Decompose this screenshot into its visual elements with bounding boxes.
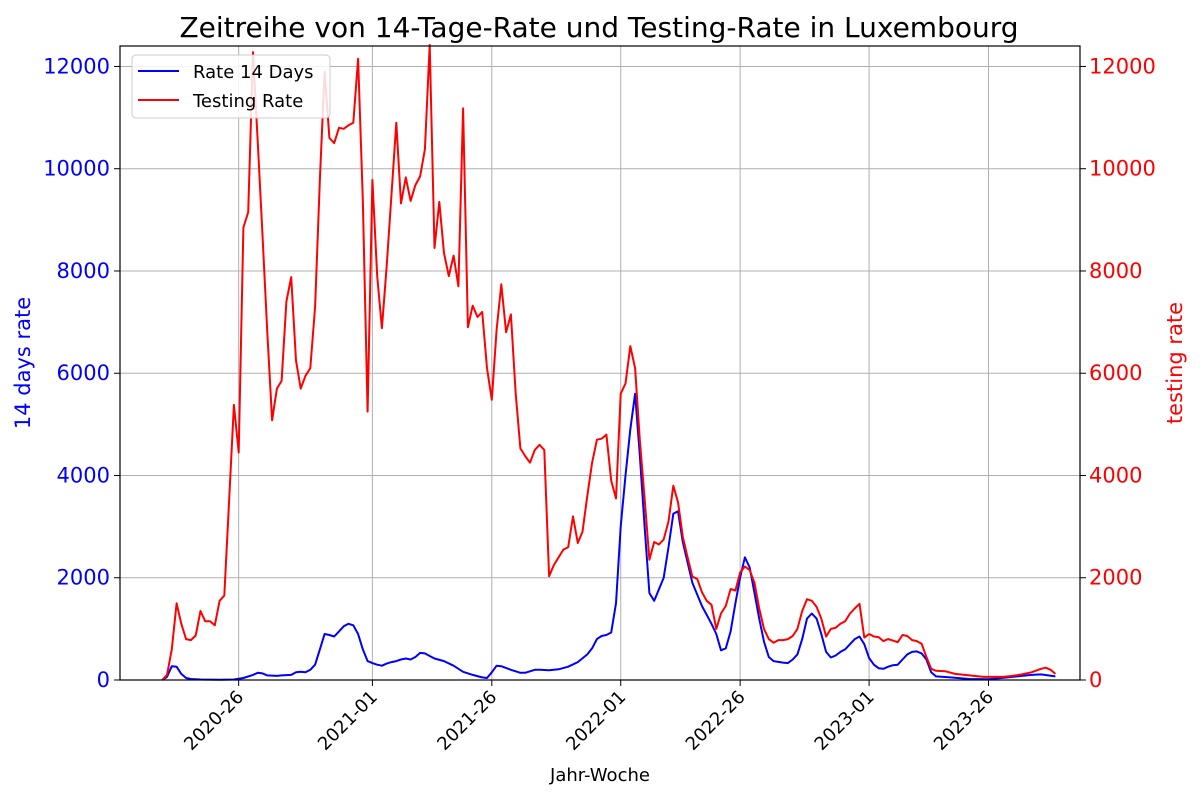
series-line-testing-rate [161, 44, 1057, 681]
right-y-axis-label: testing rate [1163, 302, 1187, 424]
grid-lines [120, 46, 1080, 681]
right-tick-label: 2000 [1089, 566, 1142, 590]
right-tick-label: 10000 [1089, 157, 1156, 181]
left-y-axis: 0 2000 4000 6000 8000 10000 12000 [43, 54, 120, 692]
legend-label-testing-rate: Testing Rate [192, 91, 303, 112]
left-tick-label: 12000 [43, 54, 110, 78]
left-tick-label: 10000 [43, 157, 110, 181]
chart-title: Zeitreihe von 14-Tage-Rate und Testing-R… [179, 11, 1018, 44]
right-y-axis: 0 2000 4000 6000 8000 10000 12000 [1080, 54, 1156, 692]
right-tick-label: 12000 [1089, 54, 1156, 78]
series-line-rate-14-days [161, 392, 1056, 681]
right-tick-label: 8000 [1089, 259, 1142, 283]
left-tick-label: 0 [97, 668, 110, 692]
left-tick-label: 8000 [57, 259, 110, 283]
right-tick-label: 4000 [1089, 463, 1142, 487]
legend: Rate 14 Days Testing Rate [131, 54, 331, 119]
left-tick-label: 2000 [57, 566, 110, 590]
right-tick-label: 0 [1089, 668, 1102, 692]
left-y-axis-label: 14 days rate [11, 297, 35, 429]
left-tick-label: 4000 [57, 463, 110, 487]
right-tick-label: 6000 [1089, 361, 1142, 385]
legend-label-rate-14-days: Rate 14 Days [193, 62, 314, 83]
legend-box [131, 54, 331, 119]
left-tick-label: 6000 [57, 361, 110, 385]
x-axis-label: Jahr-Woche [549, 765, 650, 786]
series-layer [161, 44, 1057, 681]
plot-area-frame [119, 45, 1081, 681]
